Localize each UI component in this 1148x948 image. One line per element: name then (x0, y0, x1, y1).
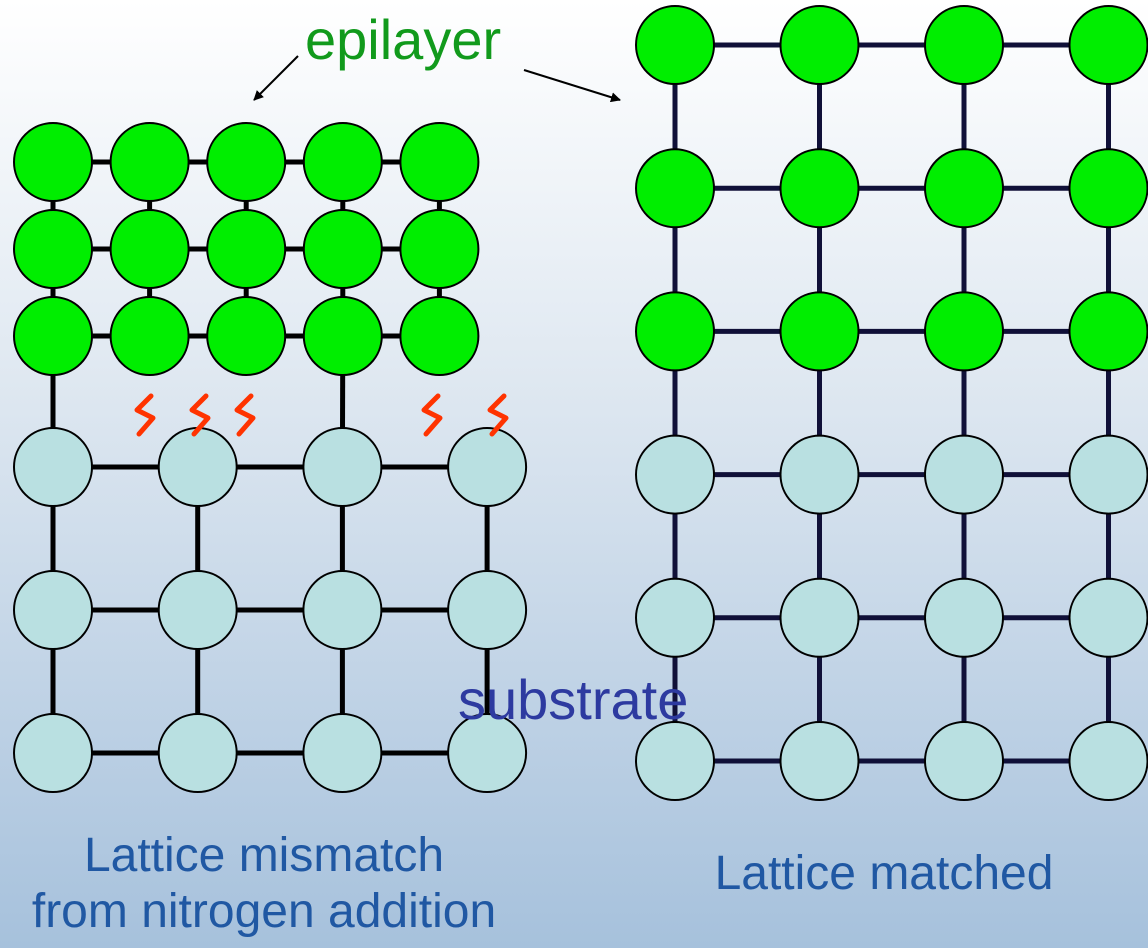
epilayer-atom (302, 296, 383, 376)
epilayer-atom (924, 291, 1004, 372)
substrate-atom (13, 713, 93, 793)
substrate-atom (157, 570, 238, 650)
epilayer-arrow-right (523, 69, 621, 103)
substrate-atom (302, 570, 383, 650)
epilayer-atom (109, 296, 190, 376)
strain-mark (134, 393, 156, 437)
substrate-atom (779, 721, 860, 801)
substrate-atom (447, 713, 528, 793)
epilayer-atom (13, 296, 93, 376)
epilayer-atom (302, 122, 383, 202)
epilayer-atom (206, 122, 287, 202)
substrate-atom (924, 721, 1004, 801)
left-caption-line-2: from nitrogen addition (31, 885, 497, 938)
epilayer-arrow-left (253, 55, 299, 101)
left-lattice-atoms (13, 122, 528, 793)
left-caption-line-1: Lattice mismatch (83, 829, 445, 882)
substrate-atom (447, 427, 528, 507)
strain-mark (421, 393, 443, 437)
epilayer-atom (924, 5, 1004, 85)
epilayer-atom (1068, 148, 1148, 229)
epilayer-atom (206, 209, 287, 289)
epilayer-atom (399, 209, 480, 289)
substrate-atom (1068, 577, 1148, 658)
substrate-atom (157, 427, 238, 507)
substrate-atom (13, 570, 93, 650)
left-caption: Lattice mismatch from nitrogen addition (0, 828, 528, 940)
epilayer-atom (779, 291, 860, 372)
epilayer-atom (109, 122, 190, 202)
strain-mark (234, 393, 256, 437)
epilayer-atom (206, 296, 287, 376)
substrate-atom (1068, 434, 1148, 515)
substrate-atom (635, 434, 715, 515)
substrate-atom (779, 577, 860, 658)
strain-mark (487, 393, 509, 437)
epilayer-atom (779, 148, 860, 229)
substrate-atom (1068, 721, 1148, 801)
epilayer-atom (109, 209, 190, 289)
strain-mark (189, 393, 211, 437)
epilayer-atom (635, 5, 715, 85)
epilayer-atom (13, 209, 93, 289)
epilayer-atom (13, 122, 93, 202)
epilayer-label: epilayer (305, 8, 502, 71)
substrate-atom (635, 577, 715, 658)
substrate-atom (13, 427, 93, 507)
epilayer-atom (779, 5, 860, 85)
right-lattice-bonds (672, 42, 1111, 764)
right-lattice-atoms (635, 5, 1148, 801)
substrate-atom (779, 434, 860, 515)
epilayer-atom (399, 122, 480, 202)
right-caption: Lattice matched (714, 847, 1054, 900)
substrate-atom (635, 721, 715, 801)
epilayer-atom (302, 209, 383, 289)
substrate-atom (447, 570, 528, 650)
strain-defects (134, 393, 509, 437)
epilayer-atom (924, 148, 1004, 229)
substrate-atom (302, 427, 383, 507)
epilayer-atom (399, 296, 480, 376)
epilayer-atom (635, 148, 715, 229)
epilayer-atom (1068, 5, 1148, 85)
substrate-atom (302, 713, 383, 793)
epilayer-atom (635, 291, 715, 372)
substrate-atom (924, 577, 1004, 658)
substrate-atom (924, 434, 1004, 515)
substrate-label: substrate (458, 668, 689, 731)
epilayer-atom (1068, 291, 1148, 372)
substrate-atom (157, 713, 238, 793)
